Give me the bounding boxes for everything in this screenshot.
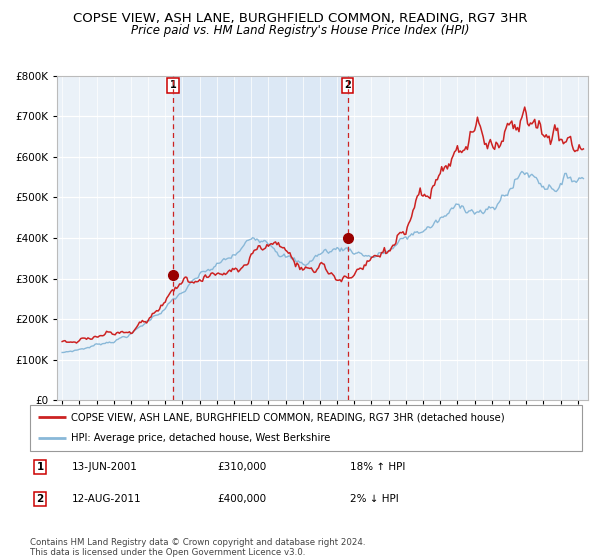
Text: £400,000: £400,000 — [218, 494, 267, 504]
Text: 2% ↓ HPI: 2% ↓ HPI — [350, 494, 399, 504]
Bar — [173, 76, 348, 400]
Text: 18% ↑ HPI: 18% ↑ HPI — [350, 462, 406, 472]
Text: 1: 1 — [37, 462, 44, 472]
Text: 2: 2 — [37, 494, 44, 504]
Text: 13-JUN-2001: 13-JUN-2001 — [71, 462, 137, 472]
Text: HPI: Average price, detached house, West Berkshire: HPI: Average price, detached house, West… — [71, 433, 331, 444]
Text: 12-AUG-2011: 12-AUG-2011 — [71, 494, 141, 504]
Text: 1: 1 — [170, 81, 176, 91]
Text: £310,000: £310,000 — [218, 462, 267, 472]
Text: Contains HM Land Registry data © Crown copyright and database right 2024.
This d: Contains HM Land Registry data © Crown c… — [30, 538, 365, 557]
Text: Price paid vs. HM Land Registry's House Price Index (HPI): Price paid vs. HM Land Registry's House … — [131, 24, 469, 37]
Text: COPSE VIEW, ASH LANE, BURGHFIELD COMMON, READING, RG7 3HR: COPSE VIEW, ASH LANE, BURGHFIELD COMMON,… — [73, 12, 527, 25]
Text: COPSE VIEW, ASH LANE, BURGHFIELD COMMON, READING, RG7 3HR (detached house): COPSE VIEW, ASH LANE, BURGHFIELD COMMON,… — [71, 412, 505, 422]
FancyBboxPatch shape — [30, 405, 582, 451]
Text: 2: 2 — [344, 81, 351, 91]
